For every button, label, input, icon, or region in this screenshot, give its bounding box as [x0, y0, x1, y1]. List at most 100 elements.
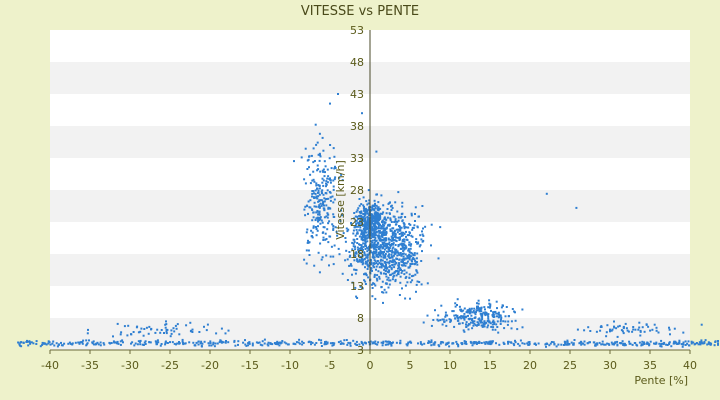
- data-point: [92, 340, 95, 343]
- data-point: [698, 341, 701, 344]
- data-point: [176, 323, 179, 326]
- data-point: [453, 314, 456, 317]
- data-point: [380, 341, 383, 344]
- data-point: [440, 304, 443, 307]
- data-point: [318, 338, 320, 341]
- data-point: [481, 316, 484, 319]
- data-point: [337, 247, 340, 250]
- data-point: [165, 332, 168, 335]
- data-point: [378, 261, 381, 264]
- data-point: [463, 312, 466, 315]
- data-point: [510, 327, 513, 330]
- data-point: [367, 341, 370, 344]
- data-point: [616, 340, 619, 343]
- data-point: [361, 219, 364, 222]
- data-point: [634, 328, 637, 331]
- data-point: [332, 179, 335, 182]
- data-point: [372, 282, 375, 285]
- data-point: [305, 231, 308, 234]
- data-point: [321, 181, 324, 184]
- data-point: [462, 309, 465, 312]
- data-point: [377, 256, 380, 258]
- data-point: [247, 344, 250, 347]
- data-point: [491, 328, 494, 331]
- data-point: [384, 343, 387, 346]
- data-point: [514, 319, 517, 322]
- data-point: [606, 342, 609, 345]
- data-point: [318, 212, 321, 215]
- data-point: [371, 204, 374, 207]
- data-point: [379, 227, 382, 230]
- data-point: [332, 227, 335, 230]
- data-point: [497, 331, 500, 334]
- data-point: [320, 190, 323, 193]
- data-point: [467, 317, 470, 320]
- data-point: [377, 201, 380, 204]
- data-point: [349, 344, 352, 347]
- data-point: [371, 234, 373, 237]
- data-point: [358, 247, 361, 250]
- data-point: [325, 215, 328, 218]
- data-point: [205, 329, 208, 332]
- data-point: [390, 209, 393, 211]
- data-point: [460, 310, 463, 313]
- data-point: [386, 261, 388, 264]
- data-point: [379, 238, 382, 241]
- data-point: [164, 326, 167, 329]
- data-point: [316, 169, 319, 172]
- data-point: [95, 343, 97, 346]
- data-point: [390, 229, 393, 232]
- data-point: [195, 341, 198, 344]
- data-point: [35, 343, 38, 345]
- data-point: [360, 340, 363, 343]
- data-point: [419, 234, 422, 237]
- data-point: [311, 179, 314, 182]
- data-point: [322, 193, 325, 196]
- data-point: [412, 227, 415, 229]
- data-point: [674, 340, 677, 343]
- data-point: [81, 341, 84, 344]
- data-point: [504, 315, 507, 318]
- data-point: [389, 228, 392, 231]
- data-point: [370, 261, 373, 264]
- data-point: [402, 257, 405, 260]
- data-point: [381, 221, 384, 224]
- data-point: [470, 314, 473, 317]
- data-point: [308, 206, 311, 209]
- data-point: [313, 192, 315, 195]
- data-point: [411, 260, 413, 263]
- y-tick-label: 18: [350, 248, 364, 261]
- data-point: [392, 215, 395, 218]
- data-point: [354, 234, 357, 237]
- data-point: [376, 193, 378, 196]
- data-point: [102, 342, 105, 345]
- data-point: [476, 309, 478, 312]
- data-point: [358, 251, 361, 254]
- data-point: [119, 333, 122, 336]
- data-point: [321, 221, 324, 224]
- data-point: [378, 245, 381, 248]
- data-point: [394, 278, 397, 281]
- data-point: [323, 200, 326, 203]
- data-point: [408, 243, 411, 246]
- data-point: [318, 204, 321, 207]
- data-point: [516, 328, 519, 331]
- data-point: [594, 344, 597, 347]
- data-point: [398, 233, 401, 235]
- data-point: [342, 232, 345, 235]
- data-point: [350, 222, 353, 225]
- data-point: [325, 182, 327, 185]
- data-point: [315, 342, 318, 344]
- data-point: [372, 224, 375, 227]
- data-point: [394, 219, 397, 222]
- data-point: [507, 340, 510, 343]
- data-point: [407, 226, 410, 229]
- data-point: [49, 343, 52, 346]
- data-point: [623, 344, 626, 347]
- data-point: [184, 342, 187, 345]
- data-point: [334, 176, 337, 179]
- data-point: [267, 344, 270, 347]
- data-point: [499, 320, 502, 323]
- data-point: [600, 343, 603, 346]
- data-point: [352, 238, 355, 241]
